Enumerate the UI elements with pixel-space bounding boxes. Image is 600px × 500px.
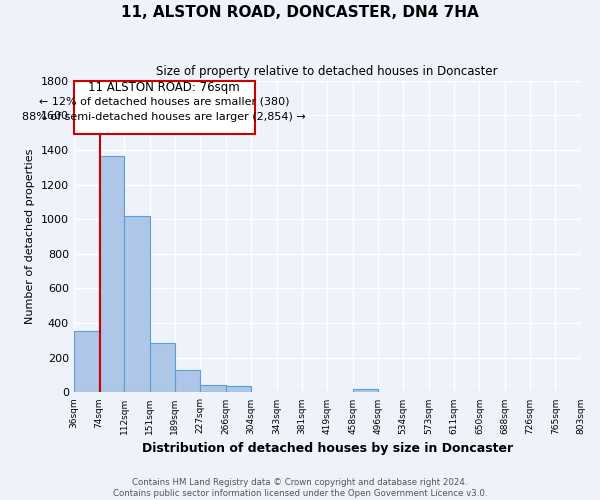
Bar [226,386,251,392]
Y-axis label: Number of detached properties: Number of detached properties [25,149,35,324]
Text: ← 12% of detached houses are smaller (380): ← 12% of detached houses are smaller (38… [39,96,290,106]
Title: Size of property relative to detached houses in Doncaster: Size of property relative to detached ho… [157,65,498,78]
Text: 11, ALSTON ROAD, DONCASTER, DN4 7HA: 11, ALSTON ROAD, DONCASTER, DN4 7HA [121,5,479,20]
Bar [150,343,175,392]
Bar [200,384,226,392]
Bar [74,80,255,134]
Bar [175,370,200,392]
Bar [124,216,150,392]
Bar [99,156,124,392]
Text: 88% of semi-detached houses are larger (2,854) →: 88% of semi-detached houses are larger (… [22,112,306,122]
Bar [353,389,377,392]
X-axis label: Distribution of detached houses by size in Doncaster: Distribution of detached houses by size … [142,442,513,455]
Text: 11 ALSTON ROAD: 76sqm: 11 ALSTON ROAD: 76sqm [88,80,240,94]
Text: Contains HM Land Registry data © Crown copyright and database right 2024.
Contai: Contains HM Land Registry data © Crown c… [113,478,487,498]
Bar [74,331,99,392]
